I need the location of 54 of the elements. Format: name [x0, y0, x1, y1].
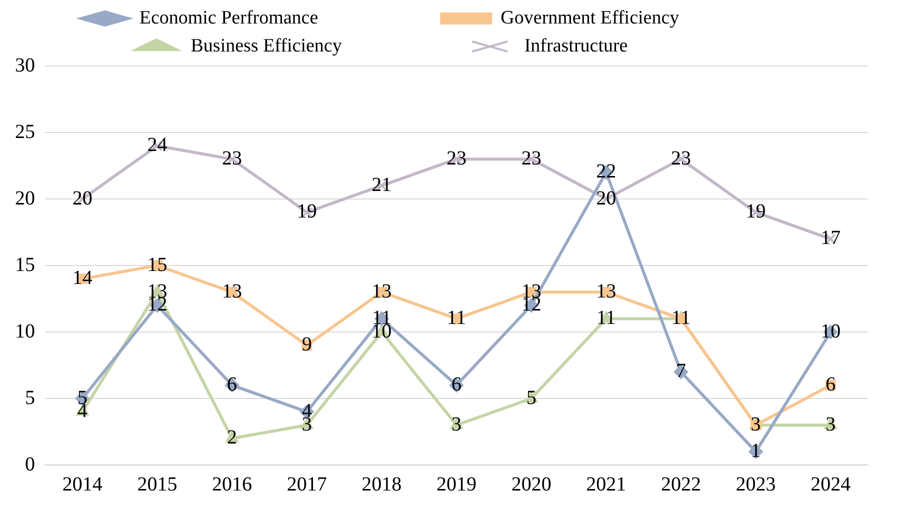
y-tick-label: 0 [25, 453, 35, 476]
y-tick-label: 10 [15, 320, 35, 342]
data-label: 2 [227, 426, 238, 449]
data-label: 23 [222, 147, 242, 170]
data-label: 11 [446, 306, 466, 329]
data-label: 6 [826, 373, 836, 396]
data-label: 11 [671, 306, 691, 329]
x-tick-label: 2024 [810, 473, 851, 496]
data-label: 23 [521, 147, 542, 170]
data-label: 17 [820, 227, 841, 250]
data-label: 3 [750, 413, 761, 436]
legend-label: Business Efficiency [190, 35, 456, 56]
data-label: 11 [596, 306, 616, 329]
x-tick-label: 2016 [212, 473, 252, 496]
x-tick-label: 2017 [286, 473, 327, 496]
x-tick-label: 2014 [62, 473, 102, 496]
data-label: 3 [826, 413, 836, 436]
data-label: 21 [372, 174, 392, 196]
data-label: 14 [72, 267, 92, 290]
x-tick-label: 2015 [137, 473, 178, 496]
x-tick-label: 2021 [586, 473, 626, 496]
data-label: 6 [452, 373, 462, 396]
y-tick-label: 15 [15, 254, 35, 276]
data-label: 5 [526, 386, 536, 409]
data-label: 13 [596, 280, 616, 302]
data-label: 19 [296, 200, 317, 223]
data-label: 20 [72, 187, 92, 210]
x-tick-label: 2019 [436, 473, 476, 496]
data-label: 9 [302, 334, 312, 356]
data-label: 23 [670, 147, 691, 170]
data-label: 20 [596, 187, 616, 210]
y-tick-label: 25 [15, 120, 35, 143]
x-tick-label: 2022 [660, 473, 701, 496]
data-label: 7 [676, 360, 686, 382]
legend-label: Government Efficiency [500, 7, 794, 28]
data-label: 22 [596, 160, 616, 183]
x-tick-label: 2023 [736, 473, 776, 496]
data-label: 15 [147, 254, 168, 276]
y-tick-label: 5 [25, 386, 35, 409]
legend-label: Infrastructure [524, 35, 742, 56]
data-label: 1 [750, 440, 761, 462]
data-label: 23 [446, 147, 466, 170]
y-tick-label: 20 [15, 187, 35, 210]
data-label: 10 [820, 320, 841, 342]
data-label: 13 [222, 280, 242, 302]
data-label: 6 [227, 373, 238, 396]
data-label: 19 [746, 200, 766, 223]
data-label: 3 [452, 413, 462, 436]
y-tick-label: 30 [15, 54, 35, 76]
data-label: 13 [372, 280, 392, 302]
legend-label: Economic Perfromance [139, 7, 432, 28]
x-tick-label: 2020 [511, 473, 552, 496]
x-tick-label: 2018 [362, 473, 402, 496]
data-label: 24 [147, 134, 168, 156]
